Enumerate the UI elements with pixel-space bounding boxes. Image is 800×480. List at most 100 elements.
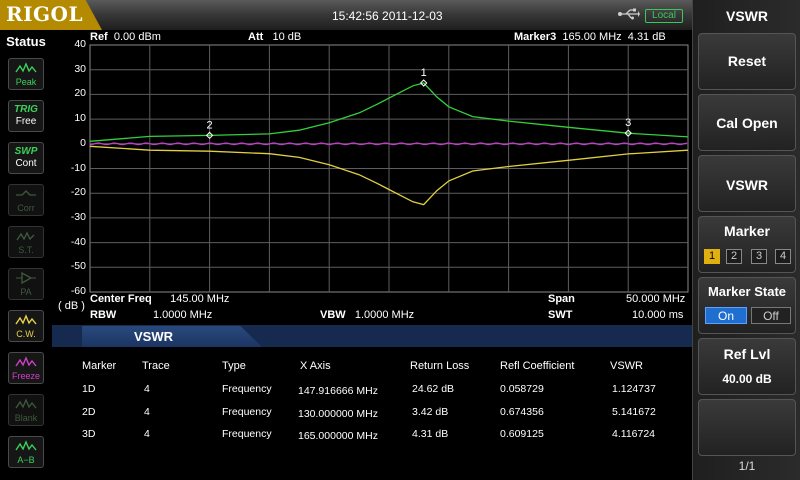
marker-state-off[interactable]: Off [751,307,791,324]
cell-return-loss: 3.42 dB [412,406,449,418]
st-label: S.T. [18,245,34,255]
sweep-button[interactable]: SWP Cont [8,142,44,174]
st-button[interactable]: S.T. [8,226,44,258]
cal-open-button[interactable]: Cal Open [698,94,796,151]
blank-button[interactable]: Blank [8,394,44,426]
cell-trace: 4 [144,428,150,440]
marker-state-button[interactable]: Marker State On Off [698,277,796,334]
marker-state-on[interactable]: On [705,307,747,324]
col-marker: Marker [82,360,117,372]
trace-line-1 [89,82,689,142]
freeze-button[interactable]: Freeze [8,352,44,384]
col-trace: Trace [142,360,170,372]
panel-tab-title: VSWR [134,329,173,344]
cell-vswr: 4.116724 [612,428,656,440]
cell-x-axis: 165.000000 MHz [298,430,378,442]
softkey-menu: VSWR Reset Cal Open VSWR Marker 1 2 3 4 … [692,0,800,480]
cw-label: C.W. [16,329,36,339]
a-minus-b-icon [9,440,43,455]
status-column: Status Peak TRIG Free SWP Cont Corr S.T.… [0,30,52,480]
freeze-icon [9,356,43,371]
marker-point-3 [624,129,632,137]
panel-tab[interactable]: VSWR [82,326,262,347]
span-label: Span [548,293,575,305]
st-icon [9,230,43,245]
cell-trace: 4 [144,383,150,395]
top-bar: RIGOL 15:42:56 2011-12-03 Local [0,0,692,30]
corr-label: Corr [17,203,35,213]
marker-option-2[interactable]: 2 [726,249,742,264]
cell-return-loss: 24.62 dB [412,383,455,395]
col-refl-coefficient: Refl Coefficient [500,360,575,372]
y-tick-label: 40 [74,38,86,50]
marker-point-1 [419,79,428,87]
y-tick-label: 0 [80,136,86,149]
marker-option-1[interactable]: 1 [704,249,720,264]
usb-icon [618,8,640,23]
marker-readout: Marker3 165.00 MHz 4.31 dB [514,31,666,43]
y-tick-label: -20 [70,186,86,199]
y-tick-label: 30 [74,62,86,75]
cell-refl: 0.058729 [500,383,544,395]
col-return-loss: Return Loss [410,360,470,372]
col-vswr: VSWR [610,360,643,372]
vswr-label: VSWR [726,177,768,193]
pa-icon [9,271,43,287]
vbw-label: VBW 1.0000 MHz [320,309,415,321]
reset-button[interactable]: Reset [698,33,796,90]
vswr-button[interactable]: VSWR [698,155,796,212]
freeze-label: Freeze [11,371,40,381]
y-tick-label: -60 [70,285,86,297]
trace-plot[interactable]: 1 2 3 [52,30,692,325]
col-type: Type [222,360,246,372]
reset-label: Reset [727,53,767,69]
marker-option-3[interactable]: 3 [751,249,767,264]
cell-refl: 0.609125 [500,428,544,440]
trace-line-3 [89,142,688,146]
corr-icon [9,188,43,203]
y-tick-label: -30 [70,210,86,223]
cell-x-axis: 147.916666 MHz [298,385,378,397]
peak-icon [9,62,43,77]
swt-label: SWT [548,309,573,321]
cell-refl: 0.674356 [500,406,544,418]
cell-trace: 4 [144,406,150,418]
rbw-label: RBW 1.0000 MHz [90,309,213,321]
local-indicator: Local [645,9,683,23]
panel-header: VSWR [52,325,692,347]
pa-label: PA [20,287,32,297]
sweep-label: Cont [15,158,37,169]
cell-marker: 3D [82,428,96,440]
peak-button[interactable]: Peak [8,58,44,90]
cell-type: Frequency [222,428,272,440]
cal-open-label: Cal Open [716,115,778,131]
menu-title: VSWR [726,8,768,24]
center-freq-label: Center Freq 145.00 MHz [90,293,230,305]
peak-label: Peak [15,77,37,87]
marker-option-4[interactable]: 4 [775,249,791,264]
trace-line-2 [89,145,689,206]
ref-level-value: 40.00 dB [722,372,772,386]
empty-softkey[interactable] [698,399,796,456]
cw-button[interactable]: C.W. [8,310,44,342]
status-title: Status [6,34,46,49]
corr-button[interactable]: Corr [8,184,44,216]
cell-type: Frequency [222,406,272,418]
ref-level-button[interactable]: Ref Lvl 40.00 dB [698,338,796,395]
vswr-table-panel: VSWR Marker Trace Type X Axis Return Los… [52,325,692,480]
a-minus-b-label: A−B [17,455,35,465]
marker-state-label: Marker State [707,284,787,299]
brand-logo: RIGOL [0,0,102,30]
a-minus-b-button[interactable]: A−B [8,436,44,468]
marker-point-2 [205,131,214,140]
cell-vswr: 5.141672 [612,406,656,418]
cell-marker: 2D [82,406,96,418]
trig-icon: TRIG [14,104,38,115]
marker-select-button[interactable]: Marker 1 2 3 4 [698,216,796,273]
pa-button[interactable]: PA [8,268,44,300]
cw-icon [9,314,43,329]
marker-label-3: 3 [625,117,631,129]
trig-button[interactable]: TRIG Free [8,100,44,132]
date-time: 15:42:56 2011-12-03 [332,9,443,23]
col-x-axis: X Axis [300,360,331,372]
